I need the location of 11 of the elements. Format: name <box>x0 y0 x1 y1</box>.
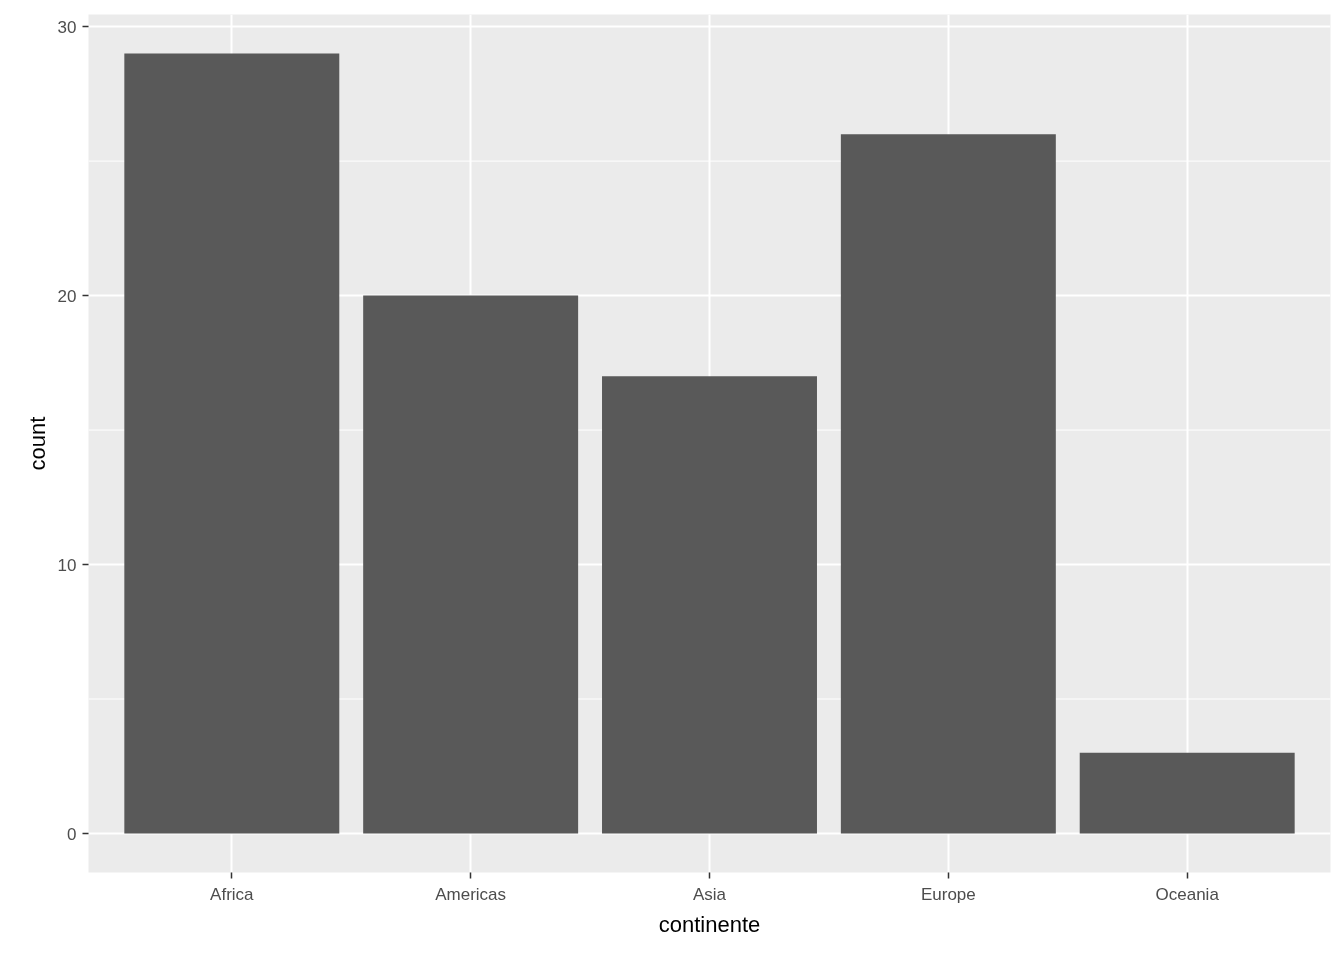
y-tick-label: 10 <box>57 555 77 575</box>
y-tick-label: 0 <box>67 824 77 844</box>
x-tick-label: Africa <box>210 884 255 904</box>
x-tick-label: Asia <box>692 884 727 904</box>
x-tick-label: Americas <box>435 884 507 904</box>
y-axis-title: count <box>24 416 50 471</box>
x-tick-label: Europe <box>920 884 976 904</box>
y-tick-label: 20 <box>57 286 77 306</box>
x-axis-title: continente <box>658 911 761 937</box>
x-tick-label: Oceania <box>1155 884 1220 904</box>
y-tick-label: 30 <box>57 17 77 37</box>
